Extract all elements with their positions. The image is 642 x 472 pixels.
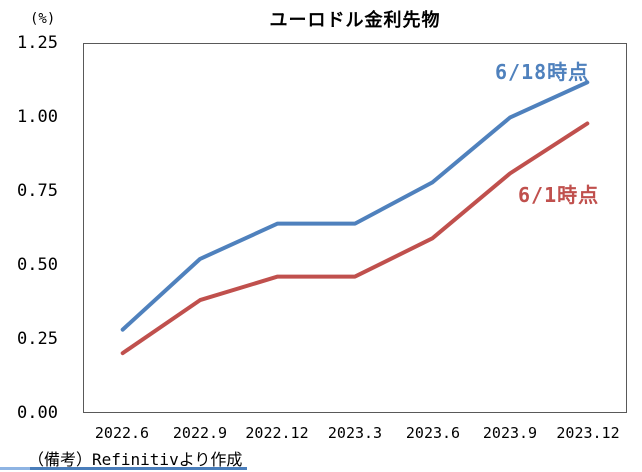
y-axis-tick-label: 0.75 <box>17 181 58 201</box>
chart-svg <box>120 80 590 356</box>
x-axis-tick-label: 2022.9 <box>172 424 228 442</box>
footer-underline <box>30 467 247 470</box>
x-axis-tick-label: 2023.12 <box>556 424 620 442</box>
y-axis-tick-label: 0.25 <box>17 329 58 349</box>
y-axis-unit-label: (%) <box>30 11 56 27</box>
x-axis-tick-label: 2023.3 <box>327 424 383 442</box>
x-axis-tick-label: 2022.12 <box>245 424 309 442</box>
y-axis-tick-label: 0.50 <box>17 255 58 275</box>
plot-area <box>83 43 627 413</box>
footer-source-note: （備考）Refinitivより作成 <box>28 450 243 469</box>
series-label-6-1: 6/1時点 <box>518 183 600 207</box>
footer-underline-left <box>0 467 30 470</box>
series-label-6-18: 6/18時点 <box>495 60 590 84</box>
x-axis-tick-label: 2023.9 <box>482 424 538 442</box>
x-axis-tick-label: 2023.6 <box>405 424 461 442</box>
y-axis-tick-label: 1.25 <box>17 33 58 53</box>
y-axis-tick-label: 0.00 <box>17 403 58 423</box>
y-axis-tick-label: 1.00 <box>17 107 58 127</box>
x-axis-tick-label: 2022.6 <box>94 424 150 442</box>
chart-title: ユーロドル金利先物 <box>269 10 441 31</box>
